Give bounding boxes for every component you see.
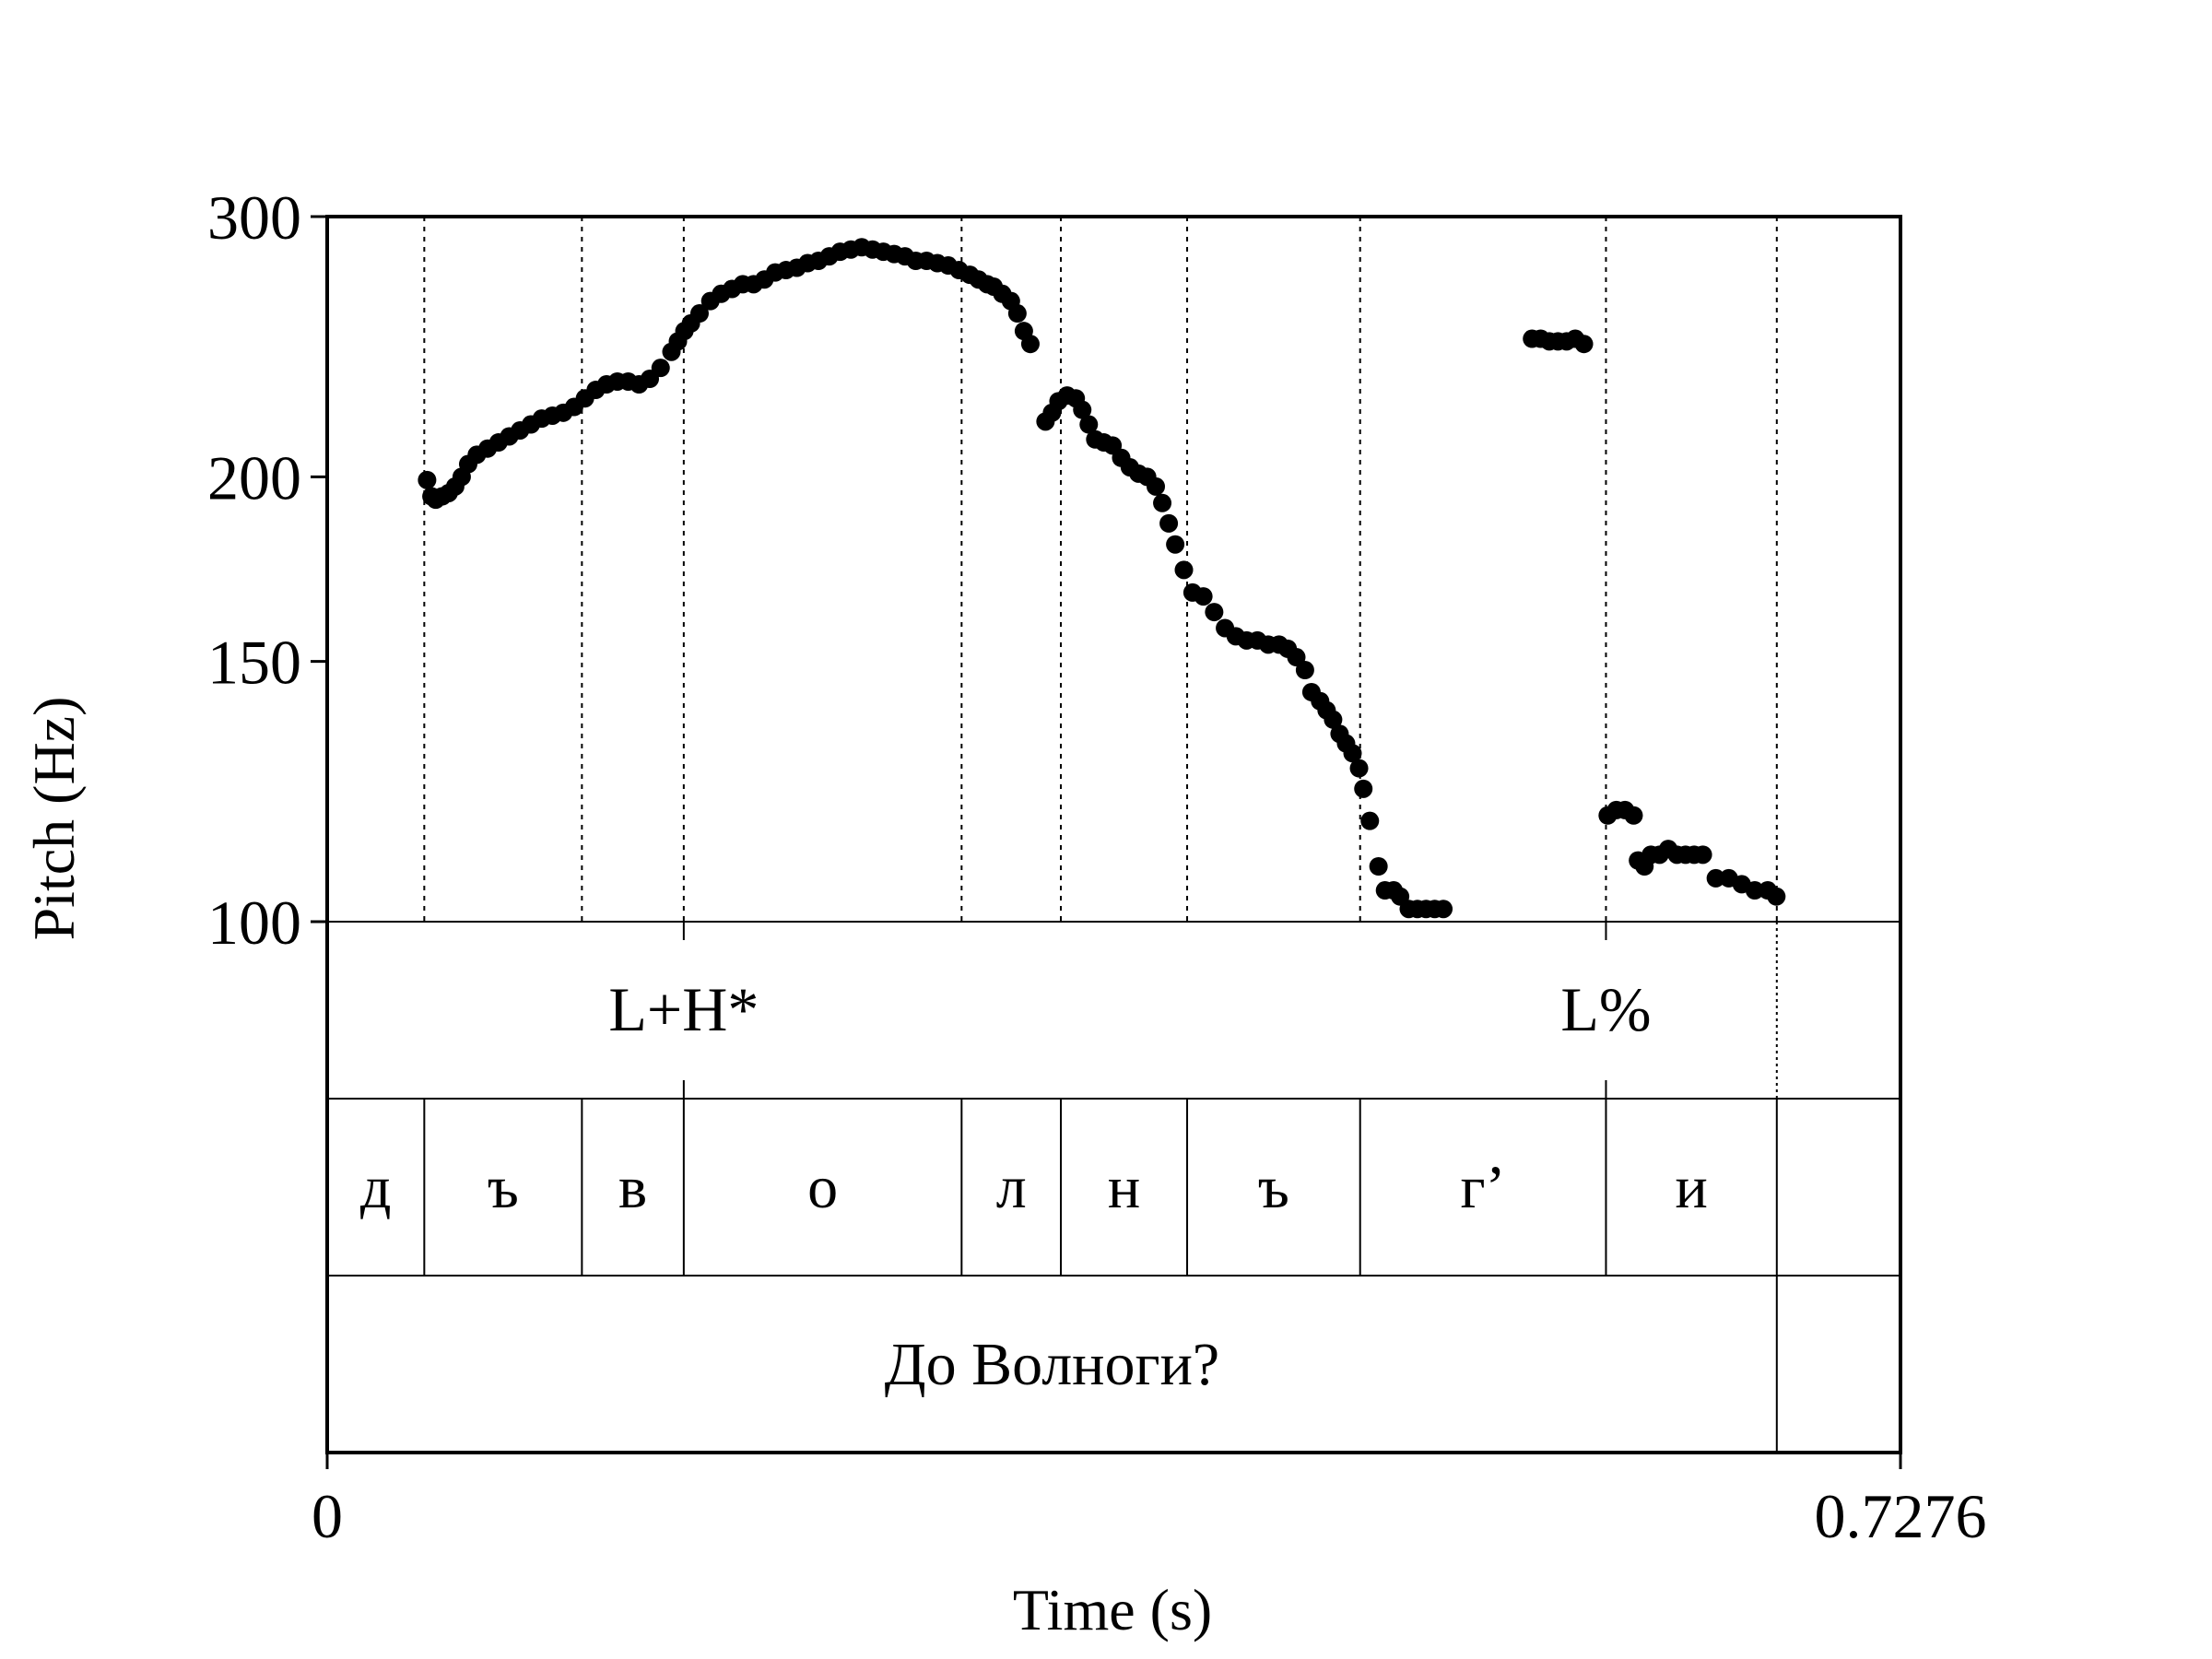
pitch-point bbox=[1153, 493, 1172, 512]
pitch-point bbox=[1706, 868, 1725, 888]
tone-label: L+H* bbox=[608, 974, 759, 1044]
y-tick-label: 150 bbox=[207, 628, 301, 698]
pitch-point bbox=[1324, 710, 1343, 729]
pitch-point bbox=[1166, 535, 1185, 554]
pitch-point bbox=[1073, 400, 1092, 419]
plot-frame bbox=[325, 215, 1902, 1454]
tone-label: L% bbox=[1560, 974, 1651, 1044]
pitch-point bbox=[1369, 856, 1388, 876]
segment-label: о bbox=[807, 1154, 838, 1221]
y-tick-label: 200 bbox=[207, 442, 301, 512]
pitch-point bbox=[1295, 661, 1314, 680]
pitch-point bbox=[1205, 603, 1224, 622]
pitch-point bbox=[1147, 477, 1166, 496]
segment-label: н bbox=[1108, 1154, 1140, 1221]
segment-label: и bbox=[1675, 1154, 1707, 1221]
pitch-point bbox=[1693, 845, 1712, 865]
pitch-point bbox=[1194, 587, 1213, 606]
pitch-point bbox=[1159, 513, 1179, 533]
pitch-point bbox=[1354, 779, 1373, 798]
x-tick-label: 0.7276 bbox=[1815, 1481, 1987, 1551]
pitch-point bbox=[651, 359, 670, 378]
segment-label: ъ bbox=[1258, 1154, 1289, 1221]
plot-border bbox=[325, 215, 1902, 1454]
pitch-point bbox=[418, 470, 437, 489]
segment-label: л bbox=[996, 1154, 1027, 1221]
pitch-point bbox=[1343, 744, 1362, 763]
segment-label: ъ bbox=[488, 1154, 519, 1221]
word-label: До Волноги? bbox=[885, 1331, 1220, 1398]
y-tick-label: 300 bbox=[207, 182, 301, 253]
pitch-point bbox=[1174, 560, 1194, 580]
segment-label: г’ bbox=[1461, 1154, 1506, 1221]
x-tick-label: 0 bbox=[312, 1481, 343, 1551]
axis-ticks: 100 150 200 300 0 0.7276 bbox=[207, 182, 1987, 1551]
pitch-point bbox=[1360, 811, 1380, 830]
pitch-point bbox=[1079, 415, 1099, 434]
pitch-points bbox=[418, 238, 1786, 919]
pitch-point bbox=[1349, 759, 1369, 778]
y-tick-label: 100 bbox=[207, 888, 301, 958]
pitch-point bbox=[1007, 304, 1027, 324]
pitch-point bbox=[1767, 887, 1786, 906]
pitch-point bbox=[1434, 900, 1453, 919]
pitch-point bbox=[1020, 335, 1040, 354]
y-axis-label: Pitch (Hz) bbox=[21, 697, 87, 941]
pitch-point bbox=[1745, 881, 1764, 900]
pitch-point bbox=[689, 304, 709, 324]
segment-boundaries bbox=[423, 217, 1778, 922]
segment-label: д bbox=[360, 1154, 392, 1221]
annotation-tiers: L+H* L% д ъ в о л н ъ г’ и До Волноги? bbox=[360, 922, 1778, 1453]
pitch-point bbox=[1574, 335, 1594, 354]
pitch-point bbox=[1624, 806, 1643, 825]
segment-label: в bbox=[618, 1154, 647, 1221]
x-axis-label: Time (s) bbox=[1013, 1577, 1212, 1642]
